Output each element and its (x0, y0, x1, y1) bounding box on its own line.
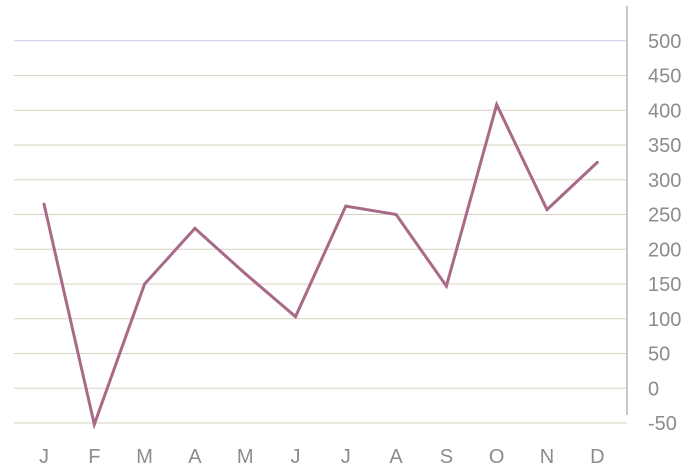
data-point (243, 272, 247, 276)
y-tick-label: 450 (648, 66, 681, 88)
data-point (92, 422, 96, 426)
y-tick-label: 0 (648, 378, 659, 400)
y-tick-label: 200 (648, 239, 681, 261)
data-point (344, 204, 348, 208)
data-point (394, 213, 398, 216)
x-tick-label: F (88, 446, 100, 468)
y-tick-label: -50 (648, 413, 677, 435)
data-point (294, 315, 297, 319)
x-tick-label: A (389, 446, 403, 468)
y-tick-label: 350 (648, 135, 681, 157)
x-tick-label: M (136, 446, 153, 468)
x-tick-label: O (489, 446, 505, 468)
grid-lines (14, 40, 627, 424)
y-tick-label: 100 (648, 309, 681, 331)
y-tick-label: 300 (648, 170, 681, 192)
y-tick-label: 250 (648, 205, 681, 227)
data-point (143, 282, 147, 286)
y-tick-label: 400 (648, 100, 681, 122)
data-point (495, 103, 499, 107)
data-point (193, 226, 197, 230)
y-tick-label: 500 (648, 31, 681, 53)
data-point (595, 160, 599, 164)
x-tick-label: J (39, 446, 49, 468)
data-point (42, 202, 46, 206)
data-point (545, 208, 549, 212)
y-tick-label: 50 (648, 344, 670, 366)
x-tick-label: N (540, 446, 554, 468)
y-tick-label: 150 (648, 274, 681, 296)
x-tick-label: J (341, 446, 351, 468)
series-line (42, 100, 599, 430)
x-tick-label: J (291, 446, 301, 468)
x-tick-label: M (237, 446, 254, 468)
x-tick-label: A (188, 446, 202, 468)
x-tick-label: D (590, 446, 604, 468)
data-point (444, 284, 448, 288)
series-layer (42, 100, 599, 430)
x-tick-label: S (440, 446, 453, 468)
